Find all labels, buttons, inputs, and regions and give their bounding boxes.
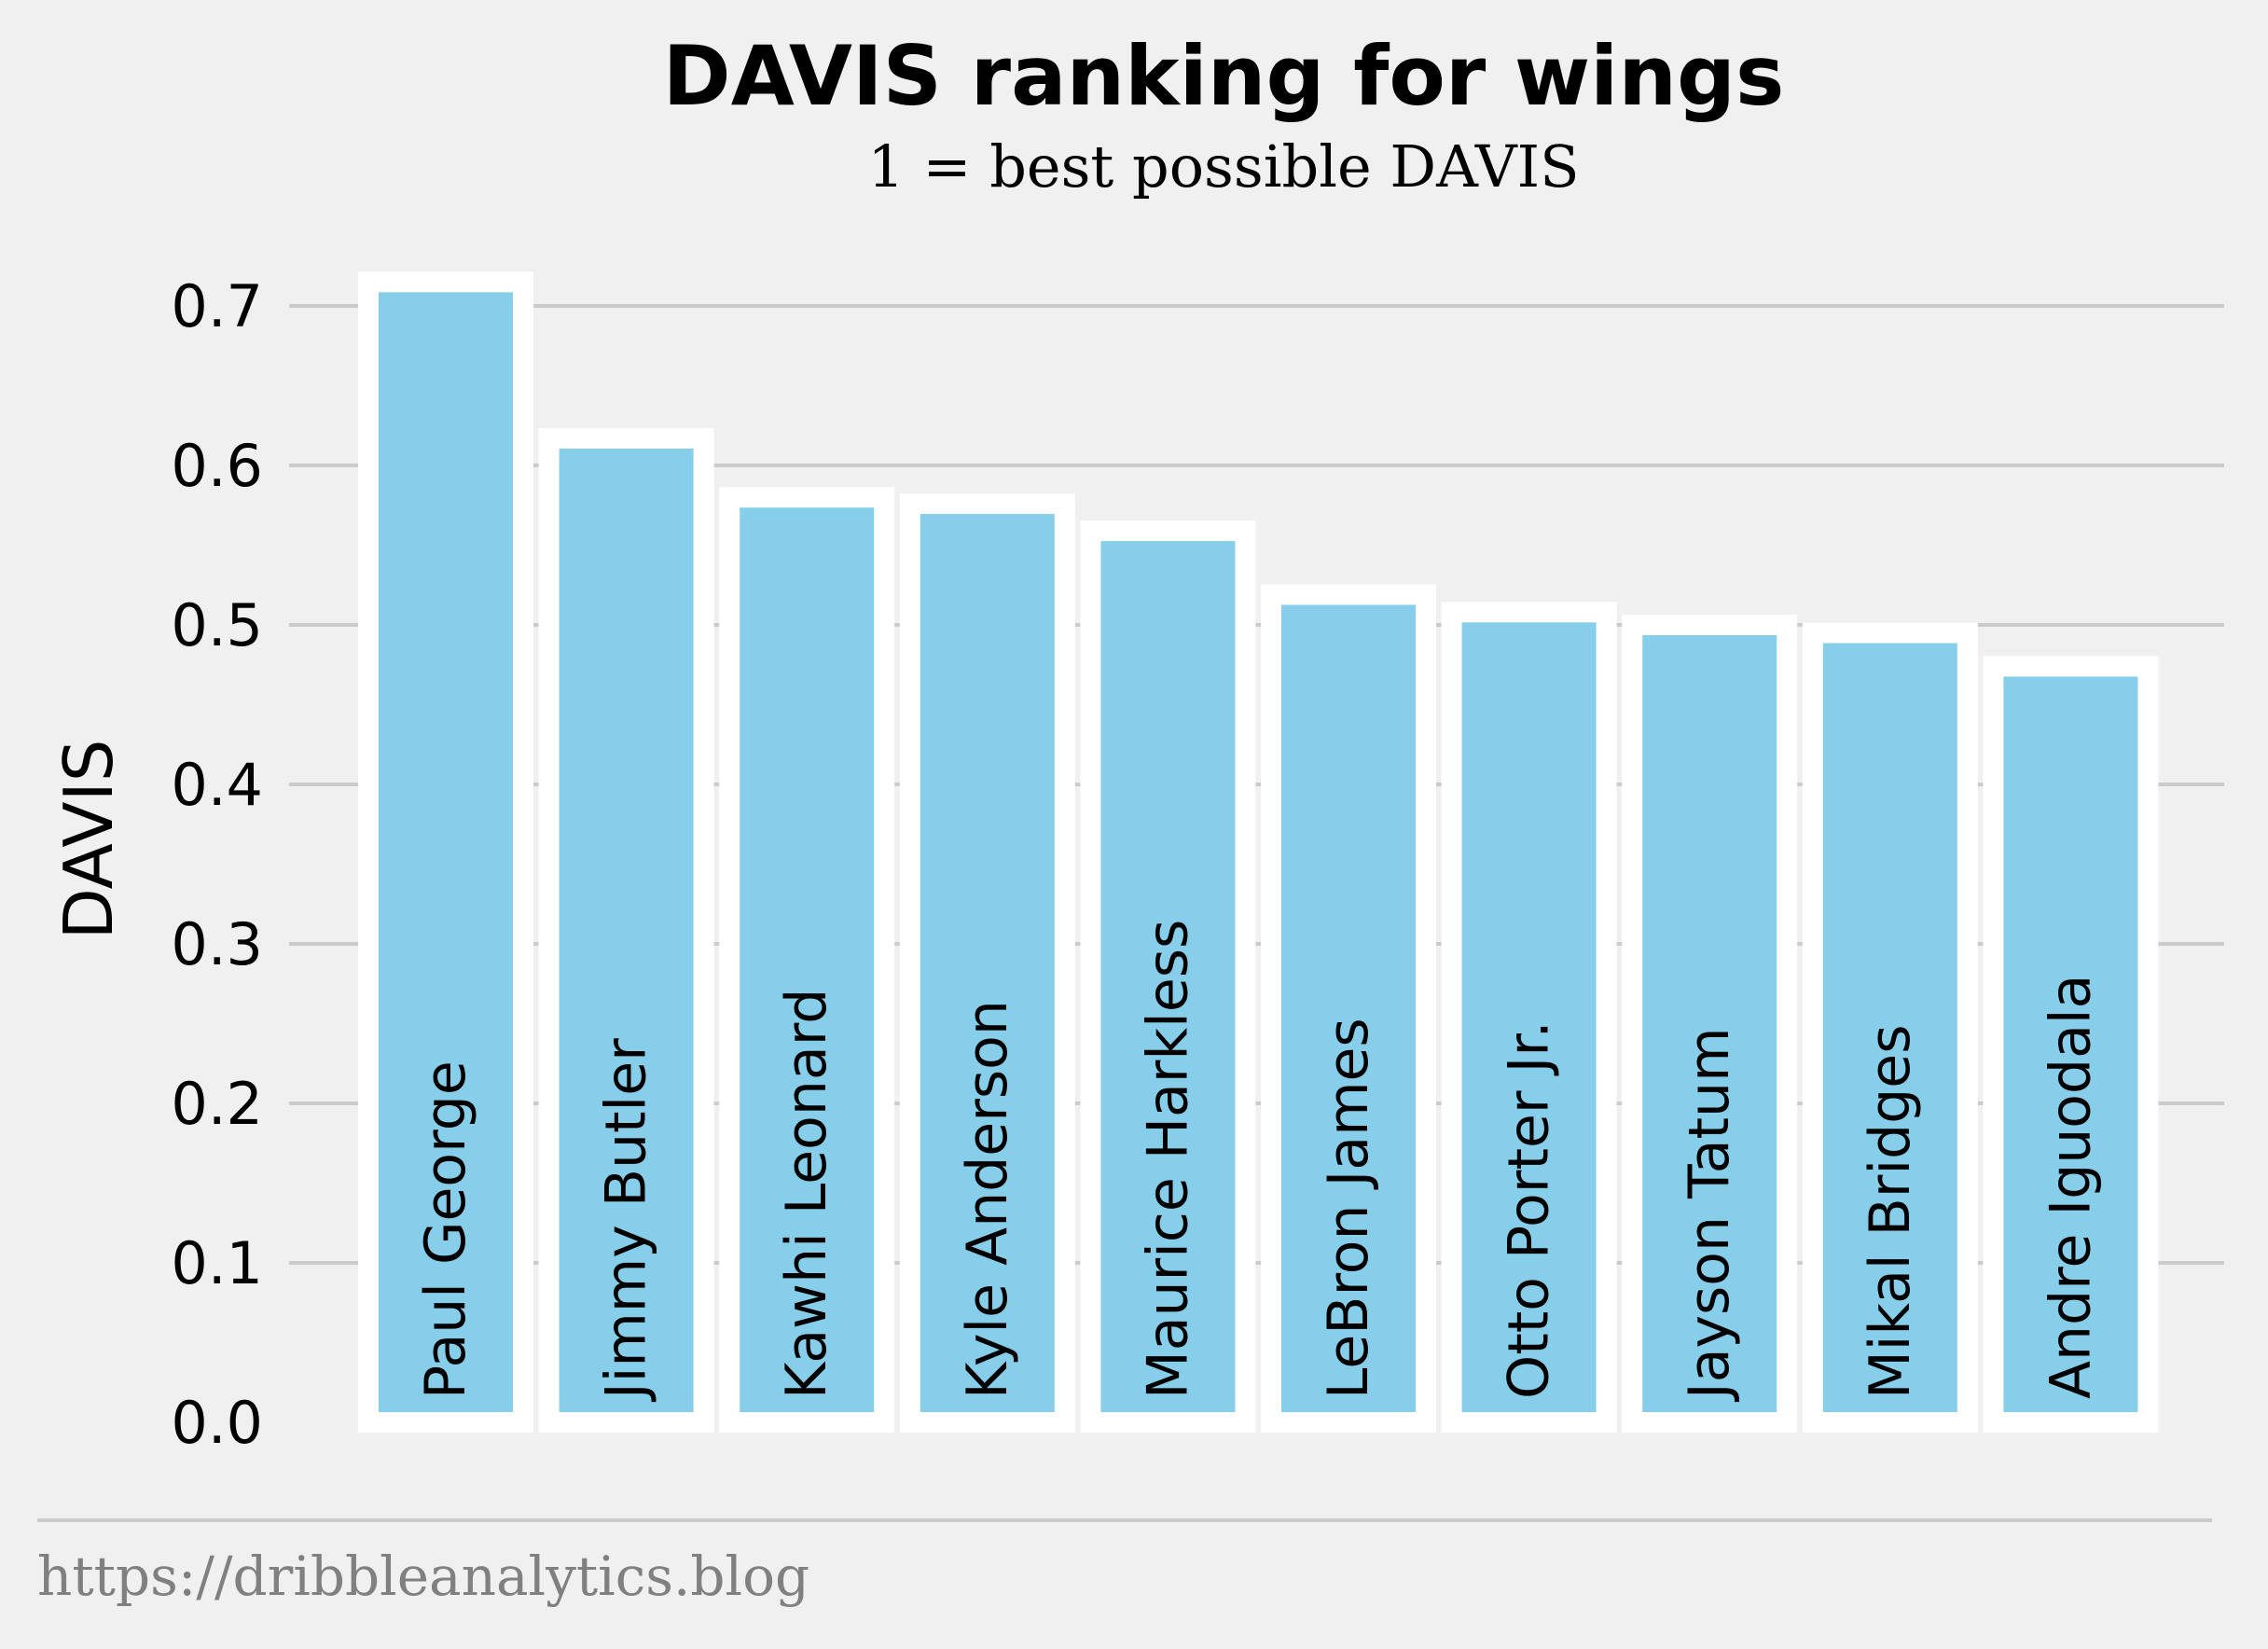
bar-label: Kawhi Leonard xyxy=(774,989,839,1399)
y-tick-label: 0.1 xyxy=(171,1229,263,1297)
bar-label: Paul George xyxy=(413,1060,478,1399)
bar-label: LeBron James xyxy=(1316,1018,1381,1399)
y-tick-labels: 0.0 0.1 0.2 0.3 0.4 0.5 0.6 0.7 xyxy=(171,272,263,1457)
bar-label: Jimmy Butler xyxy=(594,1038,659,1403)
footer-source: https://dribbleanalytics.blog xyxy=(37,1545,809,1608)
bar xyxy=(1983,656,2159,1433)
chart-title: DAVIS ranking for wings xyxy=(663,28,1785,124)
bar xyxy=(1261,584,1436,1433)
bars xyxy=(358,271,2159,1434)
y-tick-label: 0.3 xyxy=(171,910,263,978)
y-tick-label: 0.2 xyxy=(171,1070,263,1138)
bar-label: Mikal Bridges xyxy=(1858,1025,1923,1399)
bar-label: Maurice Harkless xyxy=(1135,920,1200,1399)
bar-label: Jayson Tatum xyxy=(1677,1027,1742,1403)
chart-subtitle: 1 = best possible DAVIS xyxy=(867,132,1579,201)
y-tick-label: 0.6 xyxy=(171,432,263,500)
bar xyxy=(358,271,533,1434)
bar-label: Otto Porter Jr. xyxy=(1497,1020,1562,1399)
bar xyxy=(538,427,714,1433)
y-tick-label: 0.4 xyxy=(171,751,263,819)
bar xyxy=(1622,615,1798,1433)
bar-label: Andre Iguodala xyxy=(2038,975,2103,1399)
bar-labels: Paul George Jimmy Butler Kawhi Leonard Kyle… xyxy=(413,920,2103,1403)
bar xyxy=(899,493,1075,1433)
y-tick-label: 0.0 xyxy=(171,1389,263,1457)
y-axis-label: DAVIS xyxy=(49,739,128,939)
y-tick-label: 0.5 xyxy=(171,591,263,659)
bar xyxy=(1441,602,1617,1433)
bar xyxy=(719,487,895,1433)
y-tick-label: 0.7 xyxy=(171,272,263,340)
bar-label: Kyle Anderson xyxy=(955,1000,1020,1399)
bar xyxy=(1080,520,1256,1433)
bar xyxy=(1802,622,1978,1433)
